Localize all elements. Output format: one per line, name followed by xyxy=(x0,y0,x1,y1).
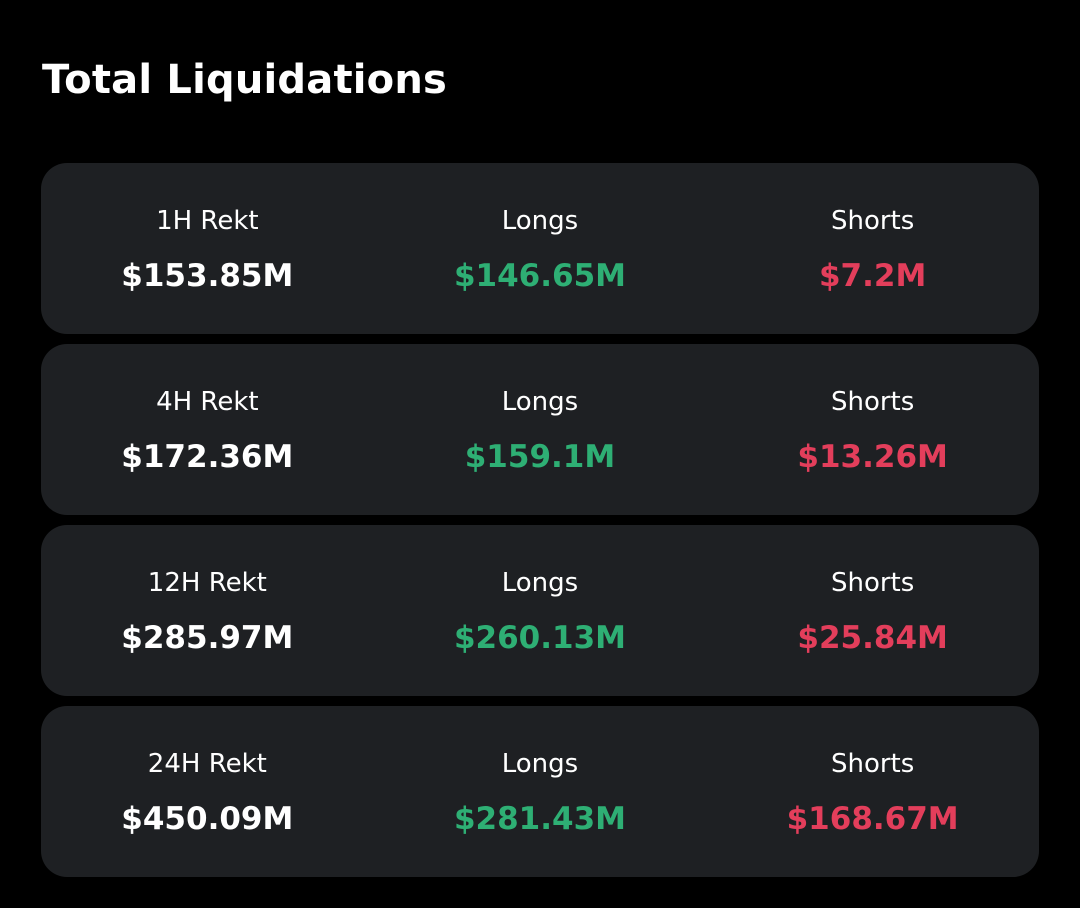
shorts-label: Shorts xyxy=(830,749,915,779)
page-title: Total Liquidations xyxy=(42,57,448,103)
liquidation-card-4h[interactable]: 4H Rekt $172.36M Longs $159.1M Shorts $1… xyxy=(41,344,1039,515)
longs-label: Longs xyxy=(501,206,579,236)
longs-label: Longs xyxy=(501,568,579,598)
shorts-value: $25.84M xyxy=(797,620,948,656)
longs-value: $260.13M xyxy=(453,620,626,656)
period-label: 12H Rekt xyxy=(147,568,267,598)
shorts-label: Shorts xyxy=(830,387,915,417)
longs-label: Longs xyxy=(501,387,579,417)
period-label: 1H Rekt xyxy=(156,206,259,236)
total-value: $172.36M xyxy=(121,439,294,475)
shorts-column: Shorts $13.26M xyxy=(706,344,1039,515)
total-column: 4H Rekt $172.36M xyxy=(41,344,374,515)
shorts-label: Shorts xyxy=(830,568,915,598)
total-column: 24H Rekt $450.09M xyxy=(41,706,374,877)
shorts-value: $168.67M xyxy=(786,801,959,837)
shorts-value: $13.26M xyxy=(797,439,948,475)
period-label: 4H Rekt xyxy=(156,387,259,417)
shorts-column: Shorts $7.2M xyxy=(706,163,1039,334)
shorts-value: $7.2M xyxy=(818,258,927,294)
liquidation-cards: 1H Rekt $153.85M Longs $146.65M Shorts $… xyxy=(41,163,1039,887)
longs-value: $159.1M xyxy=(464,439,616,475)
shorts-column: Shorts $168.67M xyxy=(706,706,1039,877)
longs-column: Longs $159.1M xyxy=(374,344,707,515)
longs-column: Longs $281.43M xyxy=(374,706,707,877)
total-value: $450.09M xyxy=(121,801,294,837)
longs-label: Longs xyxy=(501,749,579,779)
longs-value: $146.65M xyxy=(453,258,626,294)
liquidation-card-1h[interactable]: 1H Rekt $153.85M Longs $146.65M Shorts $… xyxy=(41,163,1039,334)
period-label: 24H Rekt xyxy=(147,749,267,779)
shorts-label: Shorts xyxy=(830,206,915,236)
longs-column: Longs $146.65M xyxy=(374,163,707,334)
total-column: 12H Rekt $285.97M xyxy=(41,525,374,696)
total-value: $285.97M xyxy=(121,620,294,656)
shorts-column: Shorts $25.84M xyxy=(706,525,1039,696)
liquidation-card-24h[interactable]: 24H Rekt $450.09M Longs $281.43M Shorts … xyxy=(41,706,1039,877)
liquidation-card-12h[interactable]: 12H Rekt $285.97M Longs $260.13M Shorts … xyxy=(41,525,1039,696)
longs-column: Longs $260.13M xyxy=(374,525,707,696)
longs-value: $281.43M xyxy=(453,801,626,837)
total-column: 1H Rekt $153.85M xyxy=(41,163,374,334)
total-value: $153.85M xyxy=(121,258,294,294)
